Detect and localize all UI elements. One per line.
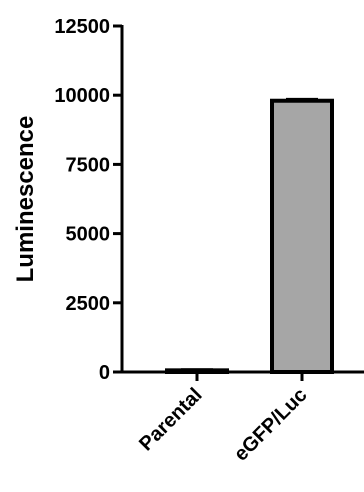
y-tick-label: 0 xyxy=(99,362,110,384)
x-tick-label: Parental xyxy=(135,384,206,455)
y-tick-label: 2500 xyxy=(66,293,111,315)
y-tick-label: 7500 xyxy=(66,154,111,176)
bars xyxy=(165,97,334,375)
bar xyxy=(270,98,334,375)
y-tick-label: 10000 xyxy=(54,85,110,107)
y-axis-title: Luminescence xyxy=(12,116,39,283)
y-axis: 0 2500 5000 7500 10000 12500 xyxy=(54,16,124,384)
x-axis: Parental eGFP/Luc xyxy=(120,370,364,466)
y-tick-label: 5000 xyxy=(66,224,111,246)
y-tick-label: 12500 xyxy=(54,16,110,38)
x-tick-label: eGFP/Luc xyxy=(230,384,312,466)
